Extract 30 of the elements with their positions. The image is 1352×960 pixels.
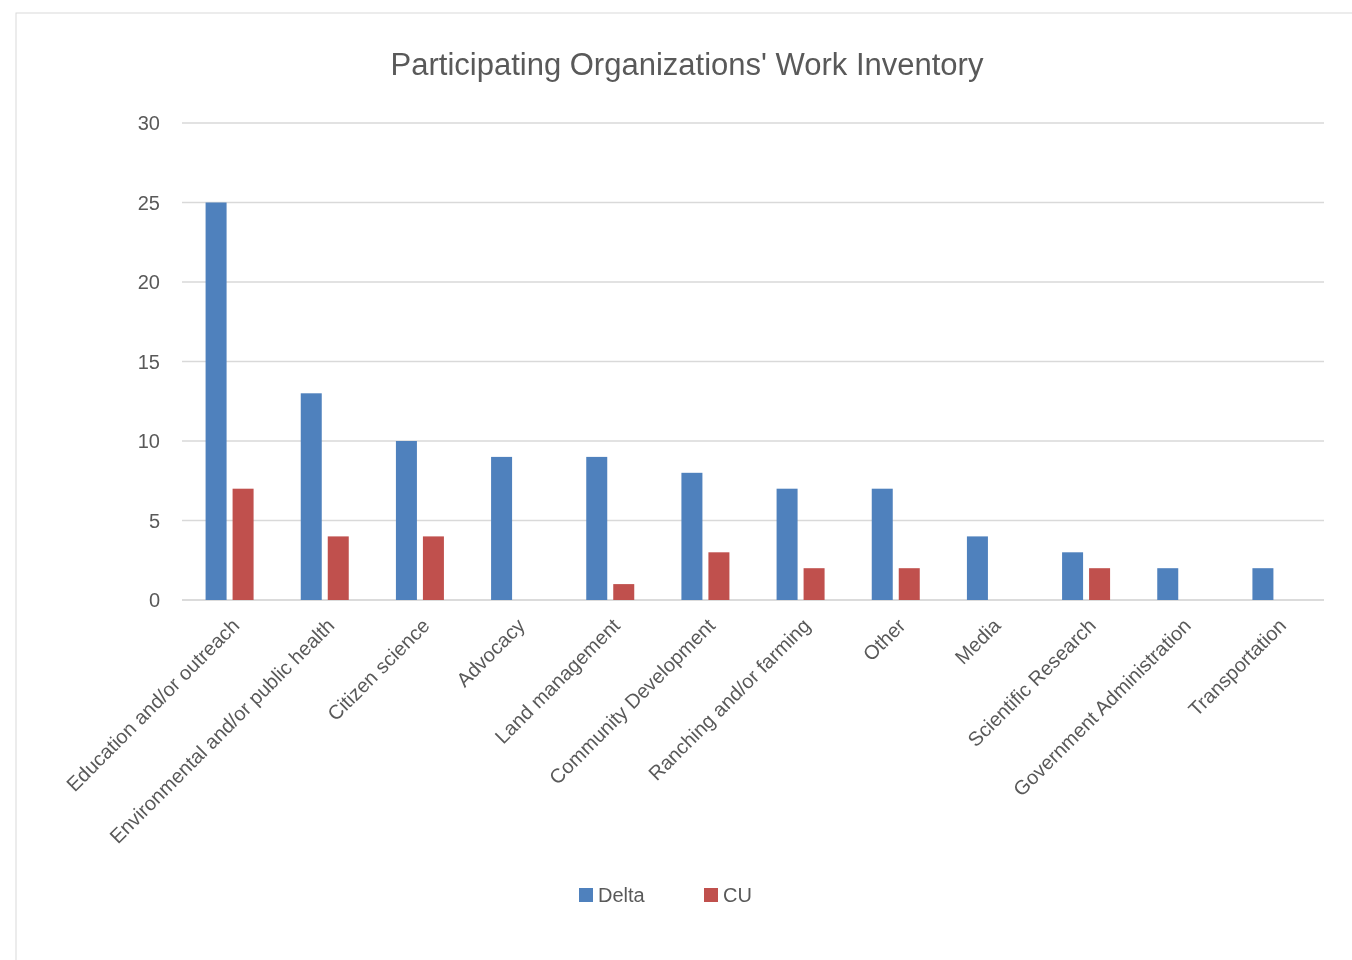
legend-label: Delta (598, 884, 646, 906)
bar (708, 552, 730, 600)
bar (300, 393, 322, 600)
y-tick-label: 30 (137, 112, 160, 134)
bar (586, 456, 608, 600)
y-tick-label: 5 (148, 509, 160, 532)
bar (803, 568, 825, 600)
y-tick-label: 10 (137, 430, 160, 452)
bar (613, 584, 635, 600)
y-tick-label: 0 (148, 589, 160, 611)
legend-label: CU (723, 884, 752, 906)
bar (205, 202, 227, 600)
bar (898, 568, 920, 600)
bar (1062, 552, 1084, 600)
bar (395, 441, 417, 600)
bar (232, 488, 254, 600)
bar (491, 456, 513, 600)
bar (776, 488, 798, 600)
bar (871, 488, 893, 600)
y-tick-label: 20 (137, 271, 160, 293)
y-tick-label: 25 (137, 191, 160, 214)
bar (1089, 568, 1111, 600)
chart-title: Participating Organizations' Work Inventory (390, 46, 984, 82)
bar (1252, 568, 1274, 600)
bar (422, 536, 444, 600)
bar (681, 472, 703, 600)
bar (327, 536, 349, 600)
y-tick-label: 15 (137, 350, 160, 373)
bar (966, 536, 988, 600)
bar (1157, 568, 1179, 600)
